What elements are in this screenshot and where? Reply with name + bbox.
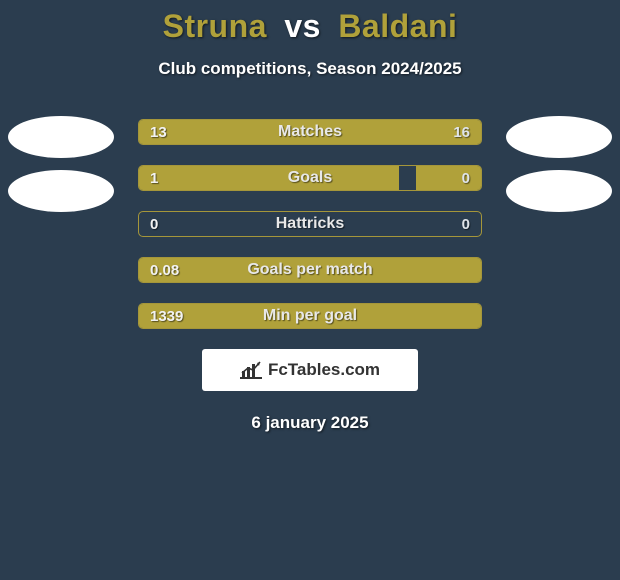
subtitle: Club competitions, Season 2024/2025 xyxy=(0,59,620,79)
player1-name: Struna xyxy=(163,8,267,44)
stat-row: 10Goals xyxy=(138,165,482,191)
site-logo: FcTables.com xyxy=(202,349,418,391)
logo-text: FcTables.com xyxy=(268,360,380,380)
snapshot-date: 6 january 2025 xyxy=(0,413,620,433)
stat-row: 1316Matches xyxy=(138,119,482,145)
comparison-title: Struna vs Baldani xyxy=(0,8,620,45)
stat-label: Goals xyxy=(138,165,482,191)
stat-label: Min per goal xyxy=(138,303,482,329)
title-vs: vs xyxy=(284,8,321,44)
chart-icon xyxy=(240,361,262,379)
stat-row: 00Hattricks xyxy=(138,211,482,237)
avatar-placeholder xyxy=(8,170,114,212)
stat-row: 1339Min per goal xyxy=(138,303,482,329)
avatar-placeholder xyxy=(8,116,114,158)
stat-label: Matches xyxy=(138,119,482,145)
player2-name: Baldani xyxy=(338,8,457,44)
stat-label: Hattricks xyxy=(138,211,482,237)
avatar-placeholder xyxy=(506,116,612,158)
stat-row: 0.08Goals per match xyxy=(138,257,482,283)
avatar-placeholder xyxy=(506,170,612,212)
stat-label: Goals per match xyxy=(138,257,482,283)
stats-area: 1316Matches 10Goals 00Hattricks 0.08Goals p… xyxy=(0,119,620,329)
